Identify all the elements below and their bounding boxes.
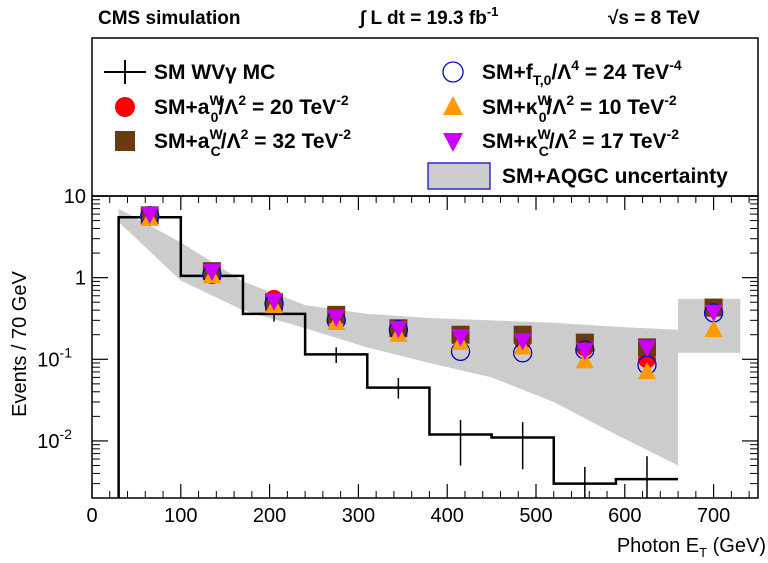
x-tick-label: 300: [342, 505, 375, 527]
kC-marker: [327, 309, 346, 327]
legend-box: [91, 37, 759, 197]
energy-label: √s = 8 TeV: [608, 8, 700, 29]
legend-fT0-marker: [442, 61, 464, 83]
k0-marker: [638, 362, 656, 380]
y-tick-label: 10: [64, 186, 86, 208]
legend-aC-marker: [115, 131, 135, 151]
x-axis-title-main: Photon E: [617, 535, 699, 557]
legend-k0-label: SM+κW 0/Λ2 = 10 TeV-2: [482, 92, 677, 125]
kC-marker: [704, 304, 723, 322]
x-tick-label: 400: [431, 505, 464, 527]
y-axis-title: Events / 70 GeV: [9, 271, 31, 417]
legend-band-label: SM+AQGC uncertainty: [502, 165, 728, 188]
legend-fT0-label: SM+fT,0/Λ4 = 24 TeV-4: [482, 57, 682, 88]
x-tick-label: 200: [253, 505, 286, 527]
kC-marker: [202, 263, 221, 282]
axes-layer: 0 100 200 300 400 500 600 700 10-2 10-1 1 10: [37, 186, 758, 527]
kC-marker: [513, 333, 532, 351]
x-tick-label: 600: [608, 505, 641, 527]
luminosity-exponent: -1: [487, 4, 499, 19]
legend-a0-label: SM+aW 0/Λ2 = 20 TeV-2: [154, 92, 349, 125]
legend-aC-label: SM+aW C/Λ2 = 32 TeV-2: [154, 126, 351, 159]
legend-kC-label: SM+κW C/Λ2 = 17 TeV-2: [482, 126, 679, 159]
legend-sm-label: SM WVγ MC: [154, 61, 275, 84]
marker-layer: [140, 206, 724, 380]
x-axis-title-unit: (GeV): [707, 535, 766, 557]
luminosity-text: ∫ L dt = 19.3 fb: [358, 8, 487, 29]
y-tick-label: 10-2: [37, 426, 72, 453]
legend-kC-marker: [443, 133, 463, 152]
legend-k0-marker: [443, 96, 463, 115]
kC-marker: [140, 206, 159, 225]
x-tick-label: 500: [519, 505, 552, 527]
kC-marker: [575, 342, 594, 360]
header: CMS simulation ∫ L dt = 19.3 fb-1 √s = 8…: [98, 4, 700, 29]
x-tick-label: 700: [697, 505, 730, 527]
sm-histogram-line: [117, 215, 679, 498]
kC-marker: [265, 293, 284, 311]
plot-frame: [91, 195, 759, 499]
kC-marker: [638, 340, 656, 358]
experiment-label: CMS simulation: [98, 8, 241, 29]
x-axis-title-sub: T: [699, 545, 707, 560]
kC-marker: [451, 329, 470, 347]
legend: SM WVγ MC SM+aW 0/Λ2 = 20 TeV-2SM+aW C/Λ2 =…: [104, 57, 728, 190]
luminosity-label: ∫ L dt = 19.3 fb-1: [358, 4, 498, 29]
legend-band-swatch: [427, 162, 491, 190]
x-axis-title: Photon ET (GeV): [617, 535, 766, 560]
y-tick-label: 1: [75, 268, 86, 290]
y-tick-label: 10-1: [37, 344, 72, 371]
legend-a0-marker: [115, 97, 135, 117]
k0-marker: [704, 319, 723, 337]
kC-marker: [389, 321, 408, 339]
x-tick-label: 0: [86, 505, 97, 527]
x-tick-label: 100: [164, 505, 197, 527]
